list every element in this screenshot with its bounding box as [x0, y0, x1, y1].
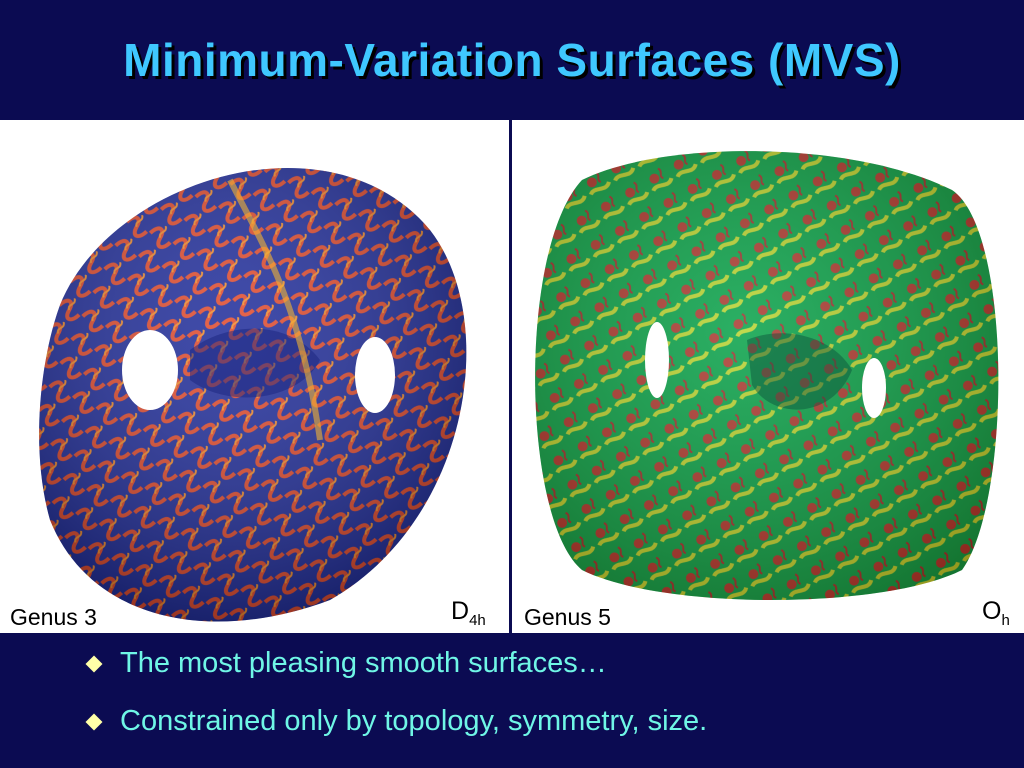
symmetry-main: O: [982, 597, 1002, 625]
bullet-item: The most pleasing smooth surfaces…: [85, 647, 607, 680]
symmetry-main: D: [451, 597, 470, 625]
bullet-list: The most pleasing smooth surfaces… Const…: [0, 633, 1024, 768]
genus-5-panel: Genus 5 Oh: [512, 120, 1024, 633]
diamond-bullet-icon: [85, 713, 103, 730]
diamond-bullet-icon: [85, 655, 103, 672]
slide-title: Minimum-Variation Surfaces (MVS): [123, 34, 901, 86]
bullet-text: The most pleasing smooth surfaces…: [120, 647, 607, 679]
genus-5-surface-image: [535, 151, 999, 600]
genus-5-label: Genus 5: [524, 604, 611, 630]
symmetry-sub: h: [1001, 612, 1010, 629]
genus-3-panel: Genus 3 D4h: [0, 120, 509, 633]
symmetry-group-oh: Oh: [982, 597, 1010, 629]
bullet-text: Constrained only by topology, symmetry, …: [120, 705, 708, 737]
genus-3-surface-image: [39, 167, 467, 622]
symmetry-sub: 4h: [469, 612, 486, 629]
panel-divider: [509, 120, 512, 633]
bullet-item: Constrained only by topology, symmetry, …: [85, 705, 708, 738]
symmetry-group-d4h: D4h: [451, 597, 486, 629]
genus-3-label: Genus 3: [10, 604, 97, 630]
image-panels: Genus 3 D4h: [0, 120, 1024, 633]
